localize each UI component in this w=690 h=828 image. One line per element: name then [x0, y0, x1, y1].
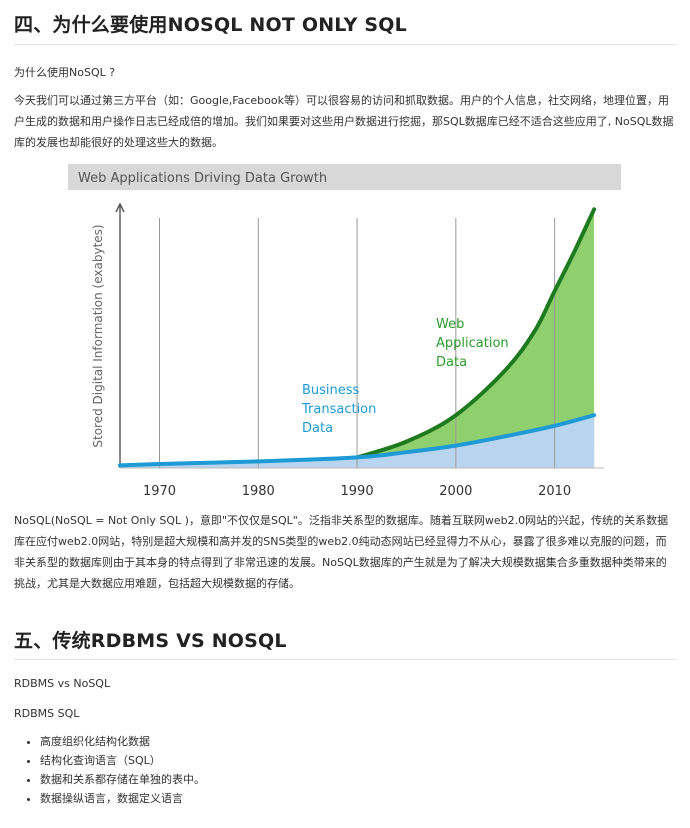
comparison-line: RDBMS vs NoSQL [14, 677, 111, 690]
list-item: 数据操纵语言，数据定义语言 [40, 789, 680, 808]
list-item: 数据和关系都存储在单独的表中。 [40, 770, 680, 789]
heading-divider [14, 44, 676, 45]
question-text: 为什么使用NoSQL ? [14, 66, 116, 79]
business-data-label: Transaction [301, 402, 376, 417]
series-annotations: Business Transaction Data Web Application Dat… [301, 317, 509, 436]
business-data-label: Data [302, 421, 333, 436]
business-transaction-area [120, 415, 595, 468]
x-tick-label: 2010 [538, 484, 571, 499]
web-data-label: Application [436, 336, 509, 351]
x-tick-label: 2000 [439, 484, 472, 499]
plot-area [115, 202, 604, 469]
rdbms-features-list: 高度组织化结构化数据 结构化查询语言（SQL） 数据和关系都存储在单独的表中。 … [14, 732, 680, 808]
heading-divider [14, 659, 676, 660]
business-transaction-line [118, 413, 597, 468]
x-axis-ticks: 1970 1980 1990 2000 2010 [143, 484, 571, 499]
list-item: 结构化查询语言（SQL） [40, 751, 680, 770]
section-heading-rdbms-vs-nosql: 五、传统RDBMS VS NOSQL [14, 630, 287, 652]
x-tick-label: 1990 [341, 484, 374, 499]
chart-title-bar [68, 164, 621, 190]
y-axis-arrow [115, 202, 125, 213]
intro-paragraph: 今天我们可以通过第三方平台（如：Google,Facebook等）可以很容易的访… [14, 94, 674, 149]
section-heading-why-nosql: 四、为什么要使用NOSQL NOT ONLY SQL [14, 14, 407, 36]
y-axis-label: Stored Digital Information (exabytes) [91, 224, 105, 447]
nosql-definition-paragraph: NoSQL(NoSQL = Not Only SQL )，意即"不仅仅是SQL"… [14, 514, 669, 590]
web-application-area [357, 209, 595, 469]
business-data-label: Business [302, 383, 360, 398]
web-data-label: Data [436, 355, 467, 370]
web-application-line [355, 207, 597, 460]
web-data-label: Web [436, 317, 464, 332]
list-item: 高度组织化结构化数据 [40, 732, 680, 751]
rdbms-line: RDBMS SQL [14, 707, 80, 720]
data-growth-chart: Web Applications Driving Data Growth 197… [68, 164, 621, 500]
x-tick-label: 1970 [143, 484, 176, 499]
x-tick-label: 1980 [242, 484, 275, 499]
chart-title: Web Applications Driving Data Growth [78, 171, 327, 186]
